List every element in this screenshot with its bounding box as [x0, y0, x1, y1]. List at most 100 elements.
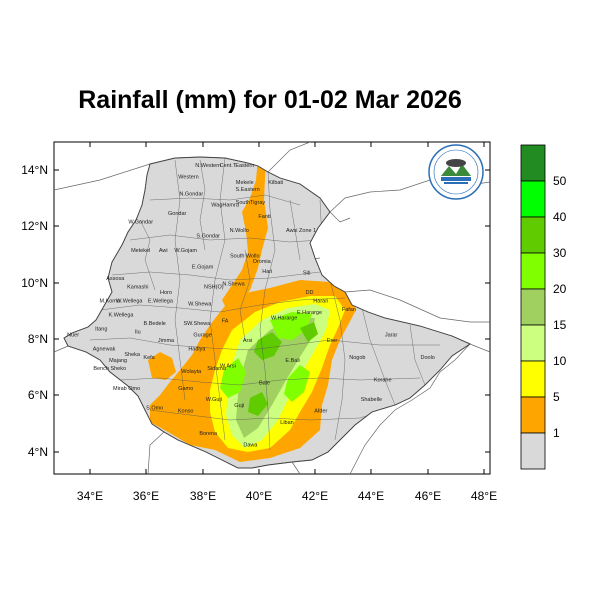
region-label: Horo [160, 290, 172, 296]
x-tick-label: 40°E [246, 489, 272, 503]
region-label: E.Gojam [192, 265, 214, 271]
region-label: Konso [178, 409, 194, 415]
region-label: E.Bali [285, 358, 299, 364]
region-label: Fafan [342, 307, 356, 313]
legend-swatch [520, 216, 546, 254]
region-label: Harari [313, 299, 328, 305]
region-label: Western [178, 175, 198, 181]
region-label: Dawa [243, 442, 258, 448]
region-label: Assosa [106, 276, 125, 282]
region-label: Awsi Zone 1 [286, 228, 316, 234]
region-label: WagHamra [211, 203, 240, 209]
legend-label: 20 [553, 282, 567, 296]
region-label: Nogob [349, 355, 365, 361]
region-label: W.Guji [206, 397, 222, 403]
region-label: W.Gojam [174, 248, 197, 254]
region-label: Liban [280, 420, 293, 426]
region-label: W.Wellega [116, 299, 143, 305]
region-label: Kamashi [127, 284, 148, 290]
region-label: SouthTigray [236, 200, 266, 206]
region-label: K.Wellega [109, 313, 135, 319]
region-label: Bale [259, 380, 270, 386]
region-label: Awi [159, 248, 168, 254]
region-label: Ilu [135, 330, 141, 336]
region-label: S.Omo [146, 406, 163, 412]
map-title: Rainfall (mm) for 01-02 Mar 2026 [78, 86, 462, 114]
region-label: M.Komo [99, 299, 119, 305]
region-label: Gurage [193, 332, 211, 338]
legend-label: 5 [553, 390, 560, 404]
region-label: Korahe [374, 378, 392, 384]
region-label: Borena [199, 431, 218, 437]
x-tick-labels: 34°E 36°E 38°E 40°E 42°E 44°E 46°E 48°E [77, 489, 497, 503]
region-label: Gondar [168, 211, 187, 217]
region-label: Agnewak [93, 347, 116, 353]
region-label: Eastern [235, 163, 254, 169]
region-label: Hari [262, 269, 272, 275]
region-label: Hadiya [188, 347, 206, 353]
legend-swatch [520, 144, 546, 182]
region-label: SW.Shewa [183, 321, 211, 327]
legend-swatch [520, 252, 546, 290]
legend-label: 50 [553, 174, 567, 188]
region-label: Bench Sheko [93, 366, 126, 372]
x-tick-label: 36°E [133, 489, 159, 503]
region-label: Sheka [124, 352, 141, 358]
legend-swatch [520, 324, 546, 362]
region-label: DD [306, 290, 314, 296]
x-tick-label: 48°E [471, 489, 497, 503]
region-label: Gamo [178, 386, 193, 392]
region-label: Siti [303, 270, 311, 276]
region-label: Fanti [258, 214, 270, 220]
legend-label: 40 [553, 210, 567, 224]
legend-swatch [520, 432, 546, 470]
legend-swatch [520, 180, 546, 218]
region-label: W.Hararge [271, 316, 297, 322]
region-label: Cent.T [220, 163, 237, 169]
region-label: W.Gondar [128, 220, 153, 226]
region-label: Kefa [143, 355, 155, 361]
region-label: W.Shewa [188, 301, 212, 307]
ethiopia-outline [63, 156, 471, 469]
y-tick-label: 8°N [28, 332, 48, 346]
legend-label: 15 [553, 318, 567, 332]
region-label: Mirab Omo [113, 386, 140, 392]
region-label: E.Hararge [297, 310, 322, 316]
region-label: E.Wellega [148, 299, 174, 305]
legend-label: 10 [553, 354, 567, 368]
y-tick-labels: 14°N 12°N 10°N 8°N 6°N 4°N [21, 163, 48, 459]
region-label: Erer [327, 338, 338, 344]
rain-green-40 [248, 322, 318, 416]
region-label: Mekele [236, 180, 254, 186]
region-label: N.Shewa [222, 282, 245, 288]
region-label: Sidama [207, 366, 227, 372]
x-tick-label: 44°E [358, 489, 384, 503]
region-label: Itang [95, 327, 107, 333]
admin-boundaries [89, 157, 440, 451]
region-label: Guji [234, 403, 244, 409]
axis-ticks [54, 142, 490, 474]
region-label: Majang [109, 358, 127, 364]
region-label: FA [222, 318, 229, 324]
x-tick-label: 46°E [415, 489, 441, 503]
legend-swatch [520, 288, 546, 326]
rain-orange-north [222, 158, 268, 312]
x-tick-label: 38°E [190, 489, 216, 503]
y-tick-label: 4°N [28, 445, 48, 459]
region-label: N.Gondar [179, 191, 203, 197]
x-tick-label: 34°E [77, 489, 103, 503]
region-label: Arsi [243, 338, 252, 344]
region-label: B.Bedele [144, 321, 166, 327]
region-label: N.Wollo [230, 228, 249, 234]
region-label: W.Arsi [220, 363, 236, 369]
legend-label: 1 [553, 426, 560, 440]
region-label: Afder [314, 409, 327, 415]
region-label: S.Gondar [196, 234, 220, 240]
region-label: Kilbati [268, 180, 283, 186]
region-label: Shabelle [361, 397, 382, 403]
region-label: Nuer [67, 332, 79, 338]
region-label: Jarar [385, 332, 398, 338]
x-tick-label: 42°E [302, 489, 328, 503]
legend-label: 30 [553, 246, 567, 260]
